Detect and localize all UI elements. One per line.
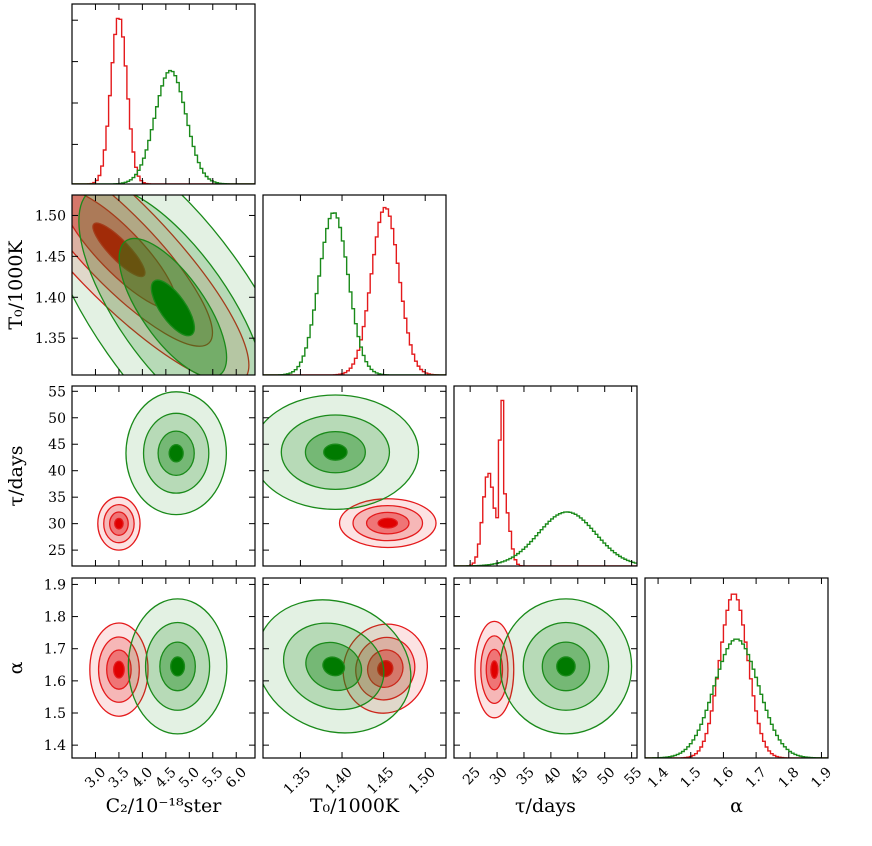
x-tick-label-alpha: 1.5: [677, 764, 704, 791]
panel-frame-C2-tau: [71, 385, 256, 567]
x-axis-label-T0: T₀/1000K: [310, 795, 400, 817]
x-tick-label-C2: 5.5: [199, 764, 226, 791]
y-tick-label-alpha: 1.8: [44, 610, 66, 626]
panel-frame-tau-alpha: [453, 577, 638, 759]
x-tick-label-alpha: 1.6: [710, 764, 737, 791]
y-tick-label-tau: 50: [48, 411, 66, 427]
red-contour-level-4: [377, 517, 399, 529]
x-tick-label-C2: 6.0: [223, 764, 250, 791]
x-tick-label-C2: 5.0: [176, 764, 203, 791]
x-tick-label-C2: 4.5: [153, 764, 180, 791]
green-contour-level-4: [150, 279, 196, 337]
panel-frame-C2-T0: [71, 194, 256, 376]
x-tick-label-T0: 1.50: [406, 764, 439, 797]
x-tick-label-tau: 40: [541, 764, 565, 788]
green-histogram-alpha: [645, 638, 828, 758]
green-contours-tau-alpha: [499, 598, 633, 735]
green-histogram-T0: [263, 212, 446, 375]
panel-frame-C2-C2: [71, 3, 256, 185]
green-contours-C2-tau: [125, 391, 228, 516]
x-tick-label-tau: 45: [568, 764, 592, 788]
y-tick-label-tau: 30: [48, 517, 66, 533]
x-tick-label-alpha: 1.8: [775, 764, 802, 791]
green-contour-level-4: [556, 656, 576, 677]
green-contours-T0-alpha: [263, 599, 412, 734]
y-tick-label-T0: 1.35: [35, 331, 66, 347]
panel-frame-T0-alpha: [262, 577, 447, 759]
y-tick-label-tau: 45: [48, 437, 66, 453]
y-tick-label-alpha: 1.6: [44, 674, 66, 690]
green-contours-C2-T0: [72, 195, 255, 375]
panel-frame-alpha-alpha: [644, 577, 829, 759]
red-histogram-T0: [263, 206, 446, 375]
y-axis-label-T0: T₀/1000K: [5, 240, 27, 330]
green-contour-level-4: [168, 443, 184, 463]
x-tick-label-tau: 30: [487, 764, 511, 788]
y-tick-label-T0: 1.40: [35, 290, 66, 306]
y-tick-label-alpha: 1.9: [44, 577, 66, 593]
x-tick-label-T0: 1.45: [364, 764, 397, 797]
red-contour-level-4: [113, 660, 125, 679]
x-tick-label-C2: 4.0: [129, 764, 156, 791]
red-contour-level-4: [92, 222, 146, 278]
x-axis-label-alpha: α: [730, 795, 743, 817]
panel-frame-C2-alpha: [71, 577, 256, 759]
red-histogram-tau: [454, 399, 637, 566]
panel-frame-tau-tau: [453, 385, 638, 567]
y-tick-label-alpha: 1.4: [44, 738, 66, 754]
y-tick-label-alpha: 1.7: [44, 642, 66, 658]
x-tick-label-alpha: 1.7: [743, 764, 770, 791]
y-tick-label-T0: 1.50: [35, 208, 66, 224]
red-histogram-C2: [72, 17, 255, 184]
x-tick-label-T0: 1.35: [281, 764, 314, 797]
green-contour-level-4: [170, 656, 186, 677]
y-tick-label-tau: 40: [48, 464, 66, 480]
green-histogram-C2: [72, 69, 255, 184]
green-contours-T0-tau: [263, 394, 420, 510]
red-contours-C2-tau: [97, 496, 141, 551]
green-contour-level-4: [323, 443, 348, 461]
x-tick-label-tau: 50: [595, 764, 619, 788]
y-tick-label-tau: 25: [48, 543, 66, 559]
x-axis-label-C2: C₂/10⁻¹⁸ster: [106, 795, 223, 817]
x-tick-label-alpha: 1.9: [808, 764, 835, 791]
y-tick-label-alpha: 1.5: [44, 706, 66, 722]
x-tick-label-T0: 1.40: [322, 764, 355, 797]
red-histogram-alpha: [645, 593, 828, 758]
red-contour-level-4: [490, 660, 499, 679]
red-contours-T0-tau: [338, 498, 437, 549]
x-tick-label-tau: 25: [460, 764, 484, 788]
y-axis-label-alpha: α: [5, 661, 27, 674]
y-tick-label-tau: 55: [48, 384, 66, 400]
x-tick-label-C2: 3.5: [106, 764, 133, 791]
green-histogram-tau: [454, 511, 637, 566]
x-axis-label-tau: τ/days: [515, 795, 576, 817]
red-contours-T0-alpha: [342, 623, 429, 714]
red-contour-level-4: [114, 517, 124, 530]
x-tick-label-alpha: 1.4: [645, 764, 672, 791]
y-axis-label-tau: τ/days: [5, 446, 27, 507]
green-contours-C2-alpha: [127, 598, 228, 735]
panel-frame-T0-tau: [262, 385, 447, 567]
x-tick-label-tau: 55: [621, 764, 645, 788]
y-tick-label-tau: 35: [48, 490, 66, 506]
y-tick-label-T0: 1.45: [35, 249, 66, 265]
green-contour-level-4: [322, 656, 346, 677]
x-tick-label-tau: 35: [514, 764, 538, 788]
x-tick-label-C2: 3.0: [82, 764, 109, 791]
red-contour-level-4: [377, 659, 394, 678]
panel-frame-T0-T0: [262, 194, 447, 376]
